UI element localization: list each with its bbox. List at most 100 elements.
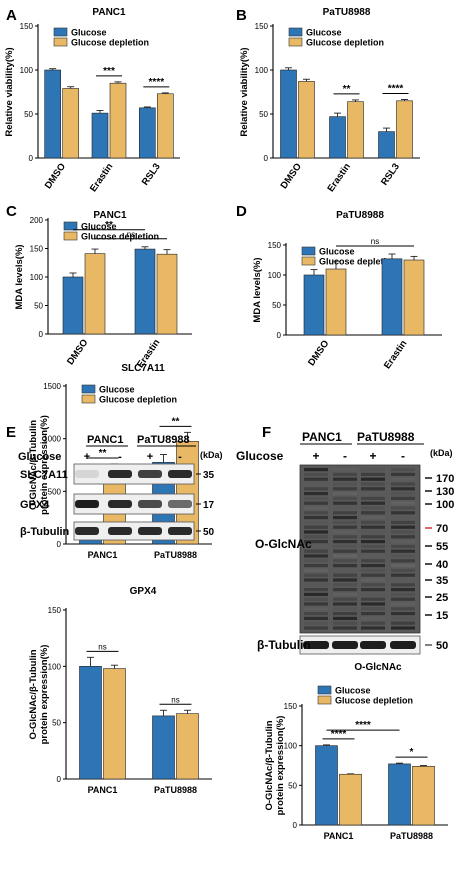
- loading-label: β-Tubulin: [257, 638, 311, 652]
- x-tick-label: PaTU8988: [390, 831, 433, 841]
- blot-band: [303, 641, 329, 649]
- blot-smear-band: [333, 578, 357, 582]
- blot-group-label: PANC1: [302, 430, 342, 444]
- blot-band: [168, 527, 192, 535]
- blot-smear-band: [333, 544, 357, 548]
- blot-smear-band: [361, 568, 385, 572]
- blot-smear-band: [361, 621, 385, 625]
- bar: [378, 131, 395, 159]
- blot-smear-band: [361, 501, 385, 505]
- blot-smear-band: [333, 540, 357, 544]
- blot-smear-band: [333, 607, 357, 611]
- blot-smear-band: [391, 540, 415, 544]
- y-tick-label: 1500: [43, 382, 61, 391]
- blot-band: [75, 500, 99, 508]
- legend-label: Glucose: [81, 222, 117, 232]
- y-tick-label: 150: [268, 241, 282, 250]
- blot-smear-band: [304, 588, 328, 592]
- blot-smear-band: [391, 564, 415, 568]
- blot-smear-band: [304, 530, 328, 534]
- blot-smear-band: [333, 612, 357, 616]
- blot-smear-band: [304, 487, 328, 491]
- blot-smear-band: [333, 573, 357, 577]
- blot-smear-band: [361, 482, 385, 486]
- significance-label: ****: [149, 77, 165, 88]
- blot-smear-band: [304, 554, 328, 558]
- blot-smear-band: [361, 583, 385, 587]
- blot-band: [108, 500, 132, 508]
- blot-smear-band: [361, 549, 385, 553]
- y-tick-label: 150: [284, 702, 298, 711]
- y-tick-label: 100: [20, 66, 34, 75]
- bar: [303, 274, 325, 336]
- blot-smear-band: [304, 477, 328, 481]
- bar: [176, 713, 199, 780]
- bar: [396, 100, 413, 159]
- blot-smear-band: [333, 626, 357, 630]
- blot-smear-band: [361, 530, 385, 534]
- kda-marker-label: 50: [436, 640, 448, 652]
- blot-smear-band: [391, 612, 415, 616]
- y-axis-label: O-GlcNAc/β-Tubulinprotein expression(%): [28, 645, 50, 745]
- blot-smear-band: [304, 535, 328, 539]
- bar: [347, 101, 364, 159]
- y-axis-label: Relative viability(%): [239, 47, 250, 136]
- blot-smear-band: [333, 516, 357, 520]
- legend-swatch: [317, 695, 332, 705]
- bar: [381, 258, 403, 336]
- y-tick-label: 150: [30, 245, 44, 254]
- lane-sign: -: [118, 451, 122, 463]
- blot-smear-band: [361, 525, 385, 529]
- legend-label: Glucose: [71, 28, 107, 38]
- blot-smear-band: [361, 492, 385, 496]
- blot-smear-band: [361, 506, 385, 510]
- blot-smear-band: [391, 568, 415, 572]
- blot-smear-band: [361, 607, 385, 611]
- y-axis-label: O-GlcNAc/β-Tubulinprotein expression(%): [264, 716, 286, 816]
- blot-smear-band: [333, 530, 357, 534]
- blot-smear-band: [304, 544, 328, 548]
- bar: [157, 93, 174, 159]
- kda-value: 17: [203, 500, 215, 511]
- y-axis-label-line: protein expression(%): [39, 645, 50, 745]
- blot-smear-band: [333, 597, 357, 601]
- bar: [152, 715, 175, 780]
- y-tick-label: 0: [57, 775, 62, 784]
- bar: [91, 112, 109, 159]
- blot-smear-band: [333, 621, 357, 625]
- blot-smear-band: [304, 520, 328, 524]
- blot-smear-band: [361, 612, 385, 616]
- chart-panel-e-5: GPX4 0 50 100 150 O-GlcNAc/β-Tubulinprotein e…: [28, 586, 212, 795]
- blot-smear-band: [333, 592, 357, 596]
- blot-smear-band: [304, 482, 328, 486]
- blot-smear-band: [391, 530, 415, 534]
- panel-letter: F: [262, 424, 271, 441]
- kda-marker-label: 35: [436, 575, 448, 587]
- blot-smear-band: [333, 602, 357, 606]
- y-tick-label: 50: [34, 302, 43, 311]
- y-tick-label: 0: [29, 154, 34, 163]
- legend-swatch: [288, 37, 303, 47]
- blot-smear-band: [304, 472, 328, 476]
- y-tick-label: 50: [52, 719, 61, 728]
- y-tick-label: 150: [20, 22, 34, 31]
- blot-smear-band: [304, 511, 328, 515]
- bar: [325, 268, 347, 336]
- blot-smear-band: [361, 468, 385, 472]
- blot-smear-band: [333, 487, 357, 491]
- blot-panel-e: E PANC1 PaTU8988 Glucose + - + - (kDa) SLC7A11 35 G…: [6, 424, 223, 541]
- bar: [280, 69, 297, 159]
- x-tick-label: RSL3: [140, 161, 163, 187]
- legend-label: Glucose depletion: [319, 257, 397, 267]
- y-axis-label-line: O-GlcNAc/β-Tubulin: [264, 720, 275, 810]
- blot-band: [75, 527, 99, 535]
- blot-smear-band: [391, 583, 415, 587]
- blot-smear-band: [361, 602, 385, 606]
- blot-smear-band: [361, 578, 385, 582]
- blot-smear-band: [391, 578, 415, 582]
- x-tick-label: DMSO: [306, 338, 331, 368]
- blot-main-label: O-GlcNAc: [255, 537, 312, 551]
- blot-smear-band: [304, 540, 328, 544]
- blot-smear-band: [391, 621, 415, 625]
